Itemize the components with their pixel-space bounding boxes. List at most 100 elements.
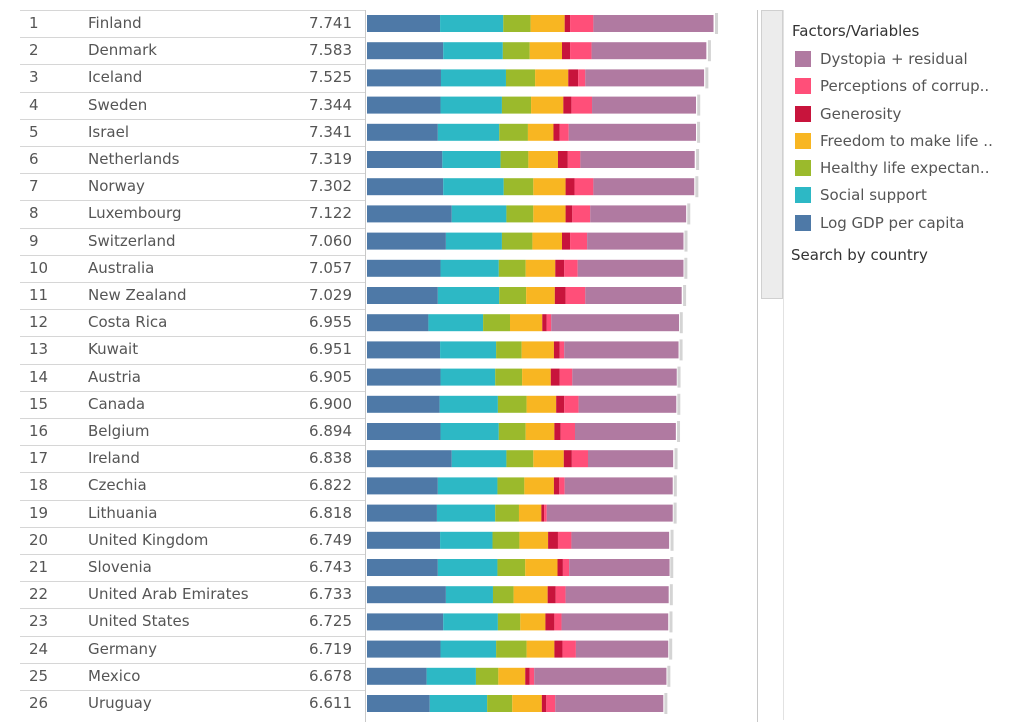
- bar-segment[interactable]: [501, 232, 533, 250]
- legend-item[interactable]: Healthy life expectan..: [792, 155, 1017, 182]
- bar-segment[interactable]: [521, 341, 554, 359]
- bar-segment[interactable]: [367, 531, 441, 549]
- bar-segment[interactable]: [580, 151, 695, 168]
- bar-segment[interactable]: [565, 287, 586, 304]
- bar-segment[interactable]: [564, 477, 673, 495]
- bar-segment[interactable]: [554, 613, 562, 631]
- bar-segment[interactable]: [499, 287, 527, 304]
- bar-segment[interactable]: [501, 96, 532, 114]
- bar-segment[interactable]: [572, 368, 677, 386]
- bar-segment[interactable]: [440, 15, 504, 32]
- bar-segment[interactable]: [367, 178, 444, 196]
- bar-segment[interactable]: [564, 15, 571, 32]
- bar-segment[interactable]: [563, 96, 572, 114]
- legend-item[interactable]: Perceptions of corrup..: [792, 73, 1017, 100]
- bar-segment[interactable]: [497, 395, 527, 413]
- bar-segment[interactable]: [559, 368, 573, 386]
- table-row[interactable]: 22 United Arab Emirates 6.733: [20, 581, 760, 608]
- bar-segment[interactable]: [546, 695, 556, 712]
- bar-segment[interactable]: [367, 96, 441, 114]
- bar-segment[interactable]: [546, 314, 552, 332]
- bar-segment[interactable]: [592, 96, 697, 114]
- bar-segment[interactable]: [487, 695, 513, 712]
- bar-segment[interactable]: [367, 123, 438, 141]
- bar-segment[interactable]: [483, 314, 510, 332]
- table-row[interactable]: 5 Israel 7.341: [20, 118, 760, 146]
- bar-segment[interactable]: [520, 613, 546, 631]
- bar-segment[interactable]: [451, 205, 507, 223]
- table-row[interactable]: 24 Germany 6.719: [20, 635, 760, 663]
- bar-segment[interactable]: [564, 395, 579, 413]
- bar-segment[interactable]: [437, 559, 498, 576]
- bar-segment[interactable]: [518, 504, 542, 522]
- bar-segment[interactable]: [533, 450, 564, 468]
- bar-segment[interactable]: [505, 69, 536, 87]
- bar-segment[interactable]: [426, 667, 476, 685]
- table-row[interactable]: 9 Switzerland 7.060: [20, 227, 760, 255]
- bar-segment[interactable]: [532, 232, 562, 250]
- bar-segment[interactable]: [442, 151, 501, 168]
- bar-segment[interactable]: [500, 151, 529, 168]
- bar-segment[interactable]: [530, 15, 565, 32]
- bar-segment[interactable]: [443, 42, 503, 60]
- bar-segment[interactable]: [367, 259, 441, 277]
- bar-segment[interactable]: [575, 423, 676, 440]
- bar-segment[interactable]: [577, 259, 684, 277]
- bar-segment[interactable]: [553, 123, 560, 141]
- bar-segment[interactable]: [565, 178, 575, 196]
- bar-segment[interactable]: [367, 423, 441, 440]
- bar-segment[interactable]: [497, 613, 521, 631]
- bar-segment[interactable]: [533, 178, 566, 196]
- bar-segment[interactable]: [578, 395, 677, 413]
- bar-segment[interactable]: [525, 559, 558, 576]
- bar-segment[interactable]: [367, 42, 444, 60]
- bar-segment[interactable]: [545, 613, 555, 631]
- bar-segment[interactable]: [585, 287, 682, 304]
- legend-item[interactable]: Generosity: [792, 101, 1017, 128]
- bar-segment[interactable]: [557, 531, 572, 549]
- bar-segment[interactable]: [531, 96, 564, 114]
- search-by-country-label[interactable]: Search by country: [791, 246, 928, 264]
- bar-segment[interactable]: [451, 450, 507, 468]
- table-row[interactable]: 11 New Zealand 7.029: [20, 282, 760, 309]
- table-row[interactable]: 10 Australia 7.057: [20, 254, 760, 282]
- bar-segment[interactable]: [440, 531, 493, 549]
- bar-segment[interactable]: [367, 232, 446, 250]
- bar-segment[interactable]: [524, 477, 554, 495]
- bar-segment[interactable]: [440, 96, 502, 114]
- bar-segment[interactable]: [428, 314, 484, 332]
- bar-segment[interactable]: [574, 178, 594, 196]
- bar-segment[interactable]: [439, 395, 498, 413]
- bar-segment[interactable]: [525, 259, 556, 277]
- bar-segment[interactable]: [570, 232, 588, 250]
- bar-segment[interactable]: [437, 477, 498, 495]
- bar-segment[interactable]: [513, 586, 548, 604]
- bar-segment[interactable]: [498, 259, 526, 277]
- bar-segment[interactable]: [497, 559, 526, 576]
- bar-segment[interactable]: [367, 15, 441, 32]
- bar-segment[interactable]: [562, 42, 571, 60]
- bar-segment[interactable]: [585, 69, 705, 87]
- bar-segment[interactable]: [367, 450, 452, 468]
- bar-segment[interactable]: [526, 395, 557, 413]
- bar-segment[interactable]: [526, 640, 555, 658]
- bar-segment[interactable]: [440, 640, 497, 658]
- bar-segment[interactable]: [548, 531, 558, 549]
- bar-segment[interactable]: [445, 232, 502, 250]
- bar-segment[interactable]: [367, 314, 429, 332]
- bar-segment[interactable]: [533, 205, 566, 223]
- bar-segment[interactable]: [555, 695, 664, 712]
- bar-segment[interactable]: [541, 695, 547, 712]
- scrollbar-thumb[interactable]: [761, 10, 783, 299]
- bar-segment[interactable]: [562, 640, 576, 658]
- bar-segment[interactable]: [527, 123, 554, 141]
- table-row[interactable]: 17 Ireland 6.838: [20, 445, 760, 472]
- bar-segment[interactable]: [367, 205, 452, 223]
- table-row[interactable]: 4 Sweden 7.344: [20, 91, 760, 119]
- bar-segment[interactable]: [437, 287, 500, 304]
- bar-segment[interactable]: [541, 504, 545, 522]
- bar-segment[interactable]: [503, 178, 534, 196]
- table-row[interactable]: 1 Finland 7.741: [20, 10, 760, 37]
- bar-segment[interactable]: [528, 151, 558, 168]
- bar-segment[interactable]: [554, 640, 563, 658]
